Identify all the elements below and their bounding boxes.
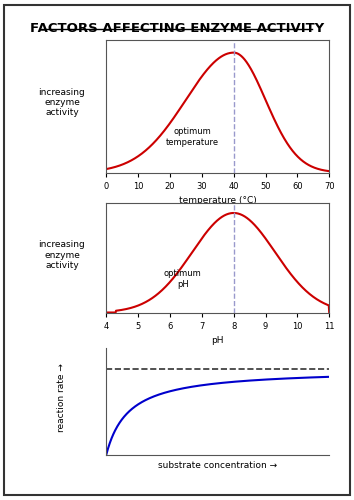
Text: increasing
enzyme
activity: increasing enzyme activity: [39, 240, 85, 270]
Text: increasing
enzyme
activity: increasing enzyme activity: [39, 88, 85, 118]
X-axis label: pH: pH: [211, 336, 224, 345]
Text: substrate concentration →: substrate concentration →: [158, 462, 277, 470]
Text: optimum
temperature: optimum temperature: [166, 128, 219, 147]
Text: reaction rate →: reaction rate →: [57, 363, 67, 432]
Text: FACTORS AFFECTING ENZYME ACTIVITY: FACTORS AFFECTING ENZYME ACTIVITY: [30, 22, 324, 36]
X-axis label: temperature (°C): temperature (°C): [179, 196, 257, 205]
Text: optimum
pH: optimum pH: [164, 270, 201, 288]
